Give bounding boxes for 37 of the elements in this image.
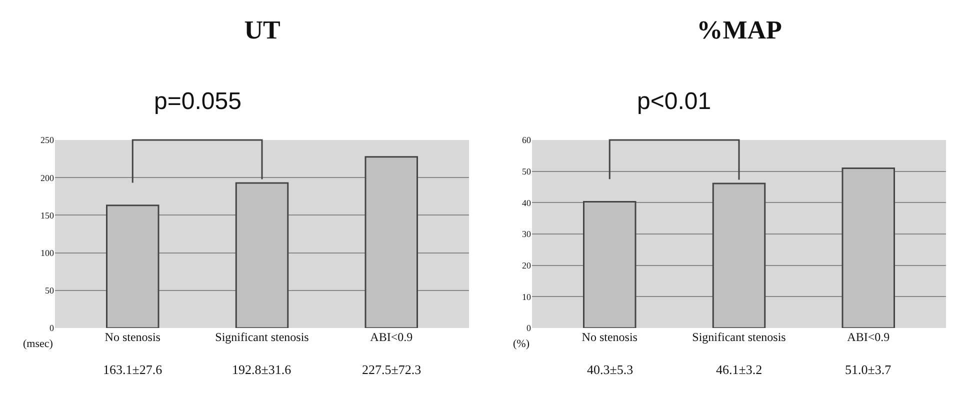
data-label: 40.3±5.3: [587, 362, 634, 377]
bar: [106, 204, 160, 328]
y-tick-label: 50: [45, 286, 54, 296]
y-tick-label: 0: [526, 323, 532, 334]
bar: [235, 182, 289, 328]
bar: [583, 200, 636, 328]
bar: [842, 167, 895, 328]
y-axis-title: (msec): [23, 338, 54, 350]
x-tick-label: Significant stenosis: [215, 330, 310, 344]
data-label: 227.5±72.3: [362, 362, 422, 377]
y-tick-label: 50: [522, 166, 532, 176]
y-tick-label: 40: [522, 198, 532, 208]
x-tick-label: ABI<0.9: [370, 330, 413, 344]
y-tick-label: 200: [40, 172, 54, 183]
y-tick-label: 60: [522, 135, 532, 146]
data-label: 46.1±3.2: [716, 362, 762, 377]
y-tick-label: 150: [40, 210, 54, 220]
data-label: 192.8±31.6: [232, 362, 292, 377]
x-tick-label: No stenosis: [104, 330, 161, 344]
y-tick-label: 100: [40, 248, 54, 258]
y-tick-label: 0: [50, 323, 54, 334]
x-tick-label: ABI<0.9: [847, 330, 890, 344]
y-tick-label: 250: [40, 135, 54, 146]
bar: [712, 182, 766, 328]
data-label: 51.0±3.7: [845, 362, 892, 377]
chart-title: %MAP: [696, 15, 782, 44]
data-label: 163.1±27.6: [103, 362, 163, 377]
bar: [364, 156, 418, 328]
text: p<0.01: [637, 88, 712, 115]
y-tick-label: 10: [522, 292, 532, 302]
y-tick-label: 30: [522, 229, 532, 240]
x-tick-label: No stenosis: [582, 330, 638, 344]
y-axis-title: (%): [513, 338, 530, 350]
x-tick-label: Significant stenosis: [692, 330, 786, 344]
chart-title: UT: [244, 15, 280, 44]
y-tick-label: 20: [522, 260, 532, 270]
text: p=0.055: [154, 88, 242, 115]
